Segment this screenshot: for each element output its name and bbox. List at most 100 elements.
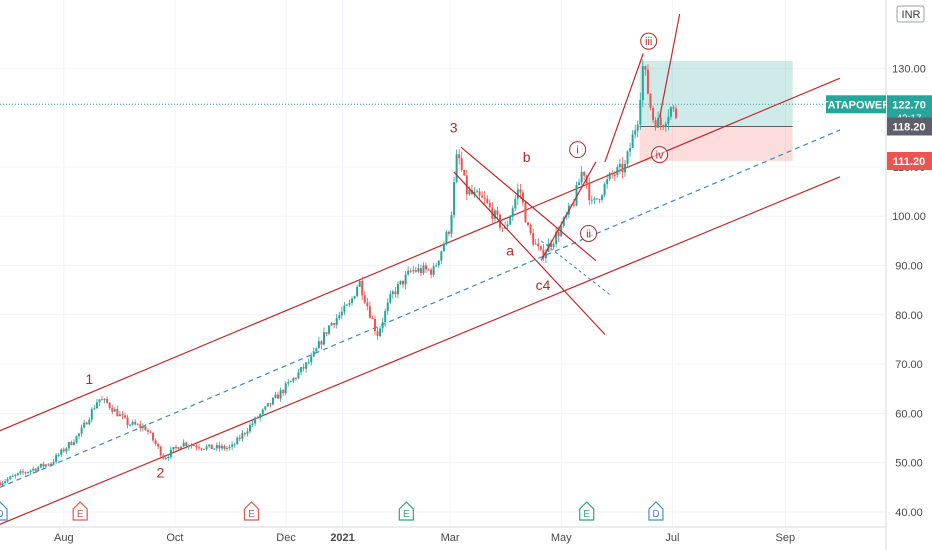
candle-body xyxy=(646,69,649,94)
wave-label: ii xyxy=(586,228,591,240)
candle-body xyxy=(14,474,17,476)
time-tick-label: Mar xyxy=(441,532,460,544)
candle-body xyxy=(75,435,78,443)
time-axis[interactable]: Aug Oct Dec 2021 Mar May Jul Sep xyxy=(0,526,932,550)
candle-body xyxy=(121,414,124,416)
candle-body xyxy=(386,302,389,312)
candle-body xyxy=(312,351,315,357)
candle-body xyxy=(583,171,586,176)
wave-line xyxy=(659,13,681,118)
candle-body xyxy=(6,478,9,482)
candle-body xyxy=(289,380,292,383)
channel-line xyxy=(0,176,841,525)
candle-body xyxy=(391,291,394,295)
candle-body xyxy=(208,444,211,447)
price-tick-label: 40.00 xyxy=(895,507,923,519)
wave-label: iii xyxy=(645,36,652,48)
long-position-tool[interactable] xyxy=(639,60,793,161)
candle-body xyxy=(152,432,155,441)
candle-body xyxy=(343,305,346,312)
candle-body xyxy=(11,475,14,477)
candle-body xyxy=(108,402,111,408)
price-axis[interactable]: 40.0050.0060.0070.0080.0090.00100.00110.… xyxy=(885,0,932,550)
event-marker-label: D xyxy=(652,509,659,520)
candle-body xyxy=(422,265,425,274)
symbol-tag-bg xyxy=(826,95,886,114)
candle-body xyxy=(4,481,7,484)
candle-body xyxy=(465,175,468,195)
elliott-wave-lines[interactable] xyxy=(453,13,681,335)
candle-body xyxy=(172,447,175,450)
candle-body xyxy=(266,403,269,407)
candle-body xyxy=(657,117,660,128)
event-marker-label: E xyxy=(403,509,410,520)
candle-body xyxy=(325,332,328,334)
candle-body xyxy=(88,419,91,425)
candle-body xyxy=(111,407,114,412)
candle-body xyxy=(516,189,519,199)
candle-body xyxy=(598,199,601,201)
candle-body xyxy=(442,243,445,252)
candle-body xyxy=(238,437,241,439)
event-marker-icon xyxy=(579,501,595,521)
candle-body xyxy=(1,483,4,486)
candle-body xyxy=(330,323,333,326)
candle-body xyxy=(50,463,53,465)
candle-body xyxy=(664,123,667,128)
price-tick-label: 60.00 xyxy=(895,408,923,420)
candle-body xyxy=(149,431,152,433)
candle-body xyxy=(353,296,356,299)
candle-body xyxy=(519,189,522,193)
candle-body xyxy=(210,444,213,450)
candle-body xyxy=(197,447,200,449)
candle-body xyxy=(672,107,675,109)
candle-body xyxy=(307,362,310,364)
candle-body xyxy=(649,93,652,109)
candle-body xyxy=(83,422,86,428)
candle-body xyxy=(578,182,581,186)
candle-body xyxy=(220,445,223,449)
candle-body xyxy=(223,445,226,449)
dotted-trend-line xyxy=(540,240,611,296)
wave-label: i xyxy=(576,145,578,157)
candle-body xyxy=(358,280,361,287)
symbol-tag: TATAPOWER xyxy=(822,99,890,111)
candle-body xyxy=(493,210,496,219)
candle-body xyxy=(455,154,458,182)
candle-body xyxy=(9,476,12,479)
candle-body xyxy=(639,100,642,125)
event-markers[interactable]: DEEEED xyxy=(0,501,664,521)
candle-body xyxy=(590,199,593,201)
candle-body xyxy=(159,446,162,456)
time-tick-label: May xyxy=(551,532,572,544)
price-tick-label: 100.00 xyxy=(892,211,926,223)
candle-body xyxy=(631,134,634,149)
candle-body xyxy=(601,195,604,200)
candle-body xyxy=(636,124,639,131)
candle-body xyxy=(294,377,297,379)
candle-body xyxy=(488,202,491,208)
candle-body xyxy=(254,417,257,424)
chart-grid xyxy=(0,0,886,527)
candle-body xyxy=(213,448,216,450)
candle-body xyxy=(544,251,547,259)
trend-channel[interactable] xyxy=(0,77,841,525)
candle-body xyxy=(269,403,272,405)
candle-body xyxy=(542,249,545,259)
candle-body xyxy=(231,444,234,447)
candle-body xyxy=(572,204,575,206)
wave-label-circle xyxy=(651,146,669,164)
wave-line xyxy=(604,53,644,163)
candle-body xyxy=(282,390,285,393)
candle-body xyxy=(555,232,558,244)
price-tick-label: 80.00 xyxy=(895,310,923,322)
wave-label: 3 xyxy=(450,119,458,135)
wave-line xyxy=(460,146,597,262)
candle-body xyxy=(463,169,466,176)
candle-body xyxy=(412,270,415,272)
candle-body xyxy=(562,217,565,226)
candle-body xyxy=(537,243,540,247)
